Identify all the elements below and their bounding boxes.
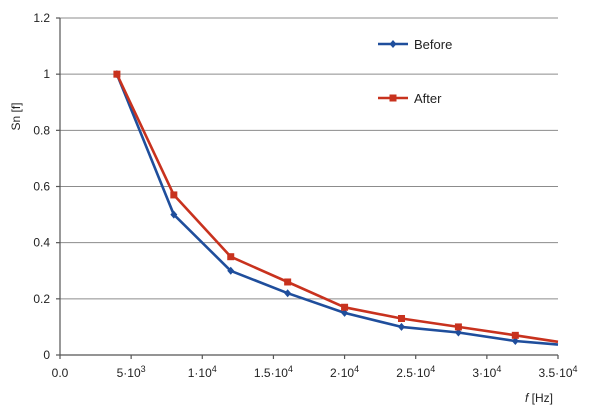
x-tick-label: 0.0 bbox=[52, 366, 69, 380]
x-axis-title: f [Hz] bbox=[525, 391, 553, 405]
x-tick-label: 3·104 bbox=[472, 364, 501, 380]
legend: Before After bbox=[378, 37, 452, 106]
data-point-before bbox=[227, 266, 235, 275]
data-point-after bbox=[511, 331, 519, 339]
data-point-after bbox=[113, 70, 121, 78]
x-tick-label: 3.5·104 bbox=[538, 364, 577, 380]
x-tick-label: 1.5·104 bbox=[254, 364, 293, 380]
tick-labels: 0 0.2 0.4 0.6 0.8 1 1.2 0.0 5·103 1·104 1.5·104 2·1… bbox=[33, 11, 577, 380]
data-point-before bbox=[511, 336, 519, 345]
y-tick-label: 0 bbox=[43, 348, 50, 362]
data-point-after bbox=[454, 323, 462, 331]
legend-marker-before bbox=[389, 40, 397, 48]
data-point-after bbox=[284, 278, 292, 286]
data-point-before bbox=[284, 289, 292, 298]
y-tick-label: 0.4 bbox=[33, 236, 50, 250]
data-point-after bbox=[397, 314, 405, 322]
data-point-before bbox=[397, 322, 405, 331]
y-tick-label: 0.2 bbox=[33, 292, 50, 306]
y-tick-label: 0.6 bbox=[33, 180, 50, 194]
axes bbox=[56, 17, 559, 359]
series-line-after bbox=[115, 73, 559, 344]
y-axis-title: Sn [f] bbox=[9, 102, 23, 130]
gridlines bbox=[60, 17, 558, 300]
x-tick-label: 2.5·104 bbox=[396, 364, 435, 380]
legend-label-after: After bbox=[414, 91, 442, 106]
y-tick-label: 1.2 bbox=[33, 11, 50, 25]
y-tick-label: 1 bbox=[43, 67, 50, 81]
data-point-before bbox=[454, 328, 462, 337]
data-point-after bbox=[227, 253, 235, 261]
data-point-before bbox=[170, 210, 178, 219]
x-tick-label: 5·103 bbox=[117, 364, 146, 380]
series-lines bbox=[113, 70, 559, 346]
data-point-after bbox=[170, 191, 178, 199]
legend-marker-after bbox=[389, 94, 397, 102]
x-tick-label: 2·104 bbox=[330, 364, 359, 380]
data-point-after bbox=[341, 303, 349, 311]
data-point-before bbox=[341, 308, 349, 317]
y-tick-label: 0.8 bbox=[33, 123, 50, 137]
legend-label-before: Before bbox=[414, 37, 452, 52]
x-tick-label: 1·104 bbox=[188, 364, 217, 380]
